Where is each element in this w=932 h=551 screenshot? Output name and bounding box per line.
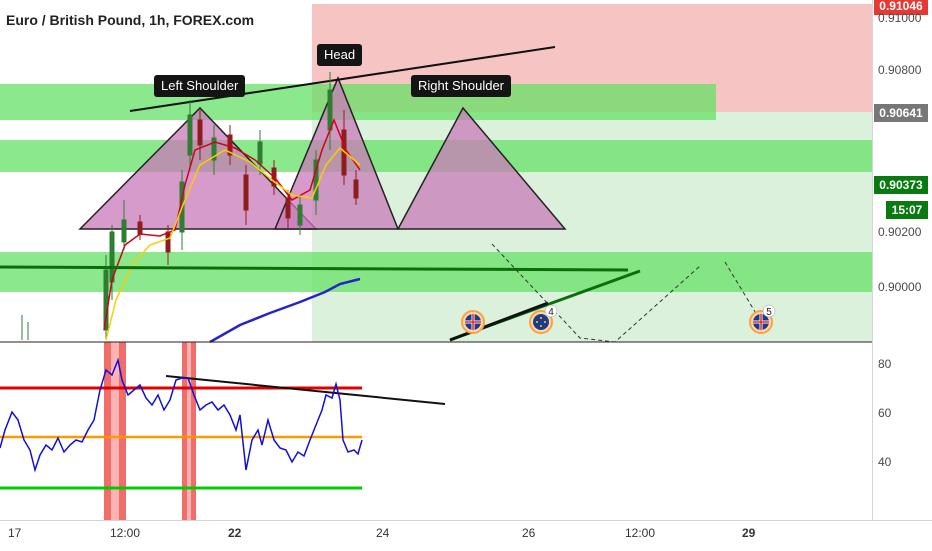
right-shoulder-label: Right Shoulder — [411, 75, 511, 97]
shoulder-trendline[interactable] — [129, 46, 556, 112]
time-axis[interactable] — [0, 520, 932, 551]
projection-path-2 — [724, 261, 761, 321]
rsi-tick: 80 — [878, 357, 892, 371]
projection-path — [491, 243, 701, 343]
price-tick: 0.90000 — [878, 280, 922, 294]
target-price-tag: 0.91046 — [874, 0, 928, 15]
price-tick: 0.91000 — [878, 11, 922, 25]
resistance-band-1 — [0, 84, 716, 120]
rsi-tick: 60 — [878, 406, 892, 420]
time-label: 12:00 — [110, 526, 141, 540]
candle-countdown: 15:07 — [886, 201, 928, 219]
rising-trendline-black — [449, 301, 549, 342]
head-triangle — [273, 76, 400, 230]
level-price-tag: 0.90641 — [874, 104, 928, 122]
time-label: 12:00 — [625, 526, 656, 540]
time-label: 24 — [376, 526, 390, 540]
uk-flag-icon-2[interactable]: 5 — [749, 304, 776, 334]
ema-red — [103, 117, 361, 331]
time-label: 17 — [8, 526, 22, 540]
left-shoulder-label: Left Shoulder — [154, 75, 246, 97]
ma-blue — [209, 277, 361, 344]
price-axis[interactable] — [872, 0, 932, 520]
price-tick: 0.90800 — [878, 63, 922, 77]
head-label: Head — [317, 44, 363, 66]
right-shoulder-triangle — [396, 106, 567, 230]
ema-yellow — [105, 146, 361, 341]
current-price-tag: 0.90373 — [874, 176, 928, 194]
chart-title: Euro / British Pound, 1h, FOREX.com — [6, 12, 255, 28]
event-count-4: 4 — [548, 307, 554, 318]
rsi-tick: 40 — [878, 455, 892, 469]
time-label: 29 — [742, 526, 756, 540]
event-count-5: 5 — [766, 307, 772, 318]
price-candles — [21, 72, 359, 340]
time-label: 26 — [522, 526, 536, 540]
eu-flag-icon[interactable]: 4 — [529, 304, 558, 334]
rsi-divergence-line[interactable] — [165, 375, 446, 405]
rsi-line — [0, 357, 363, 473]
price-tick: 0.90200 — [878, 225, 922, 239]
rsi-highlight-1-inner — [111, 342, 119, 520]
rsi-highlight-2-inner — [187, 342, 191, 520]
time-label: 22 — [228, 526, 242, 540]
support-line[interactable] — [0, 265, 629, 272]
support-band — [0, 252, 872, 292]
uk-flag-icon[interactable] — [461, 310, 485, 334]
